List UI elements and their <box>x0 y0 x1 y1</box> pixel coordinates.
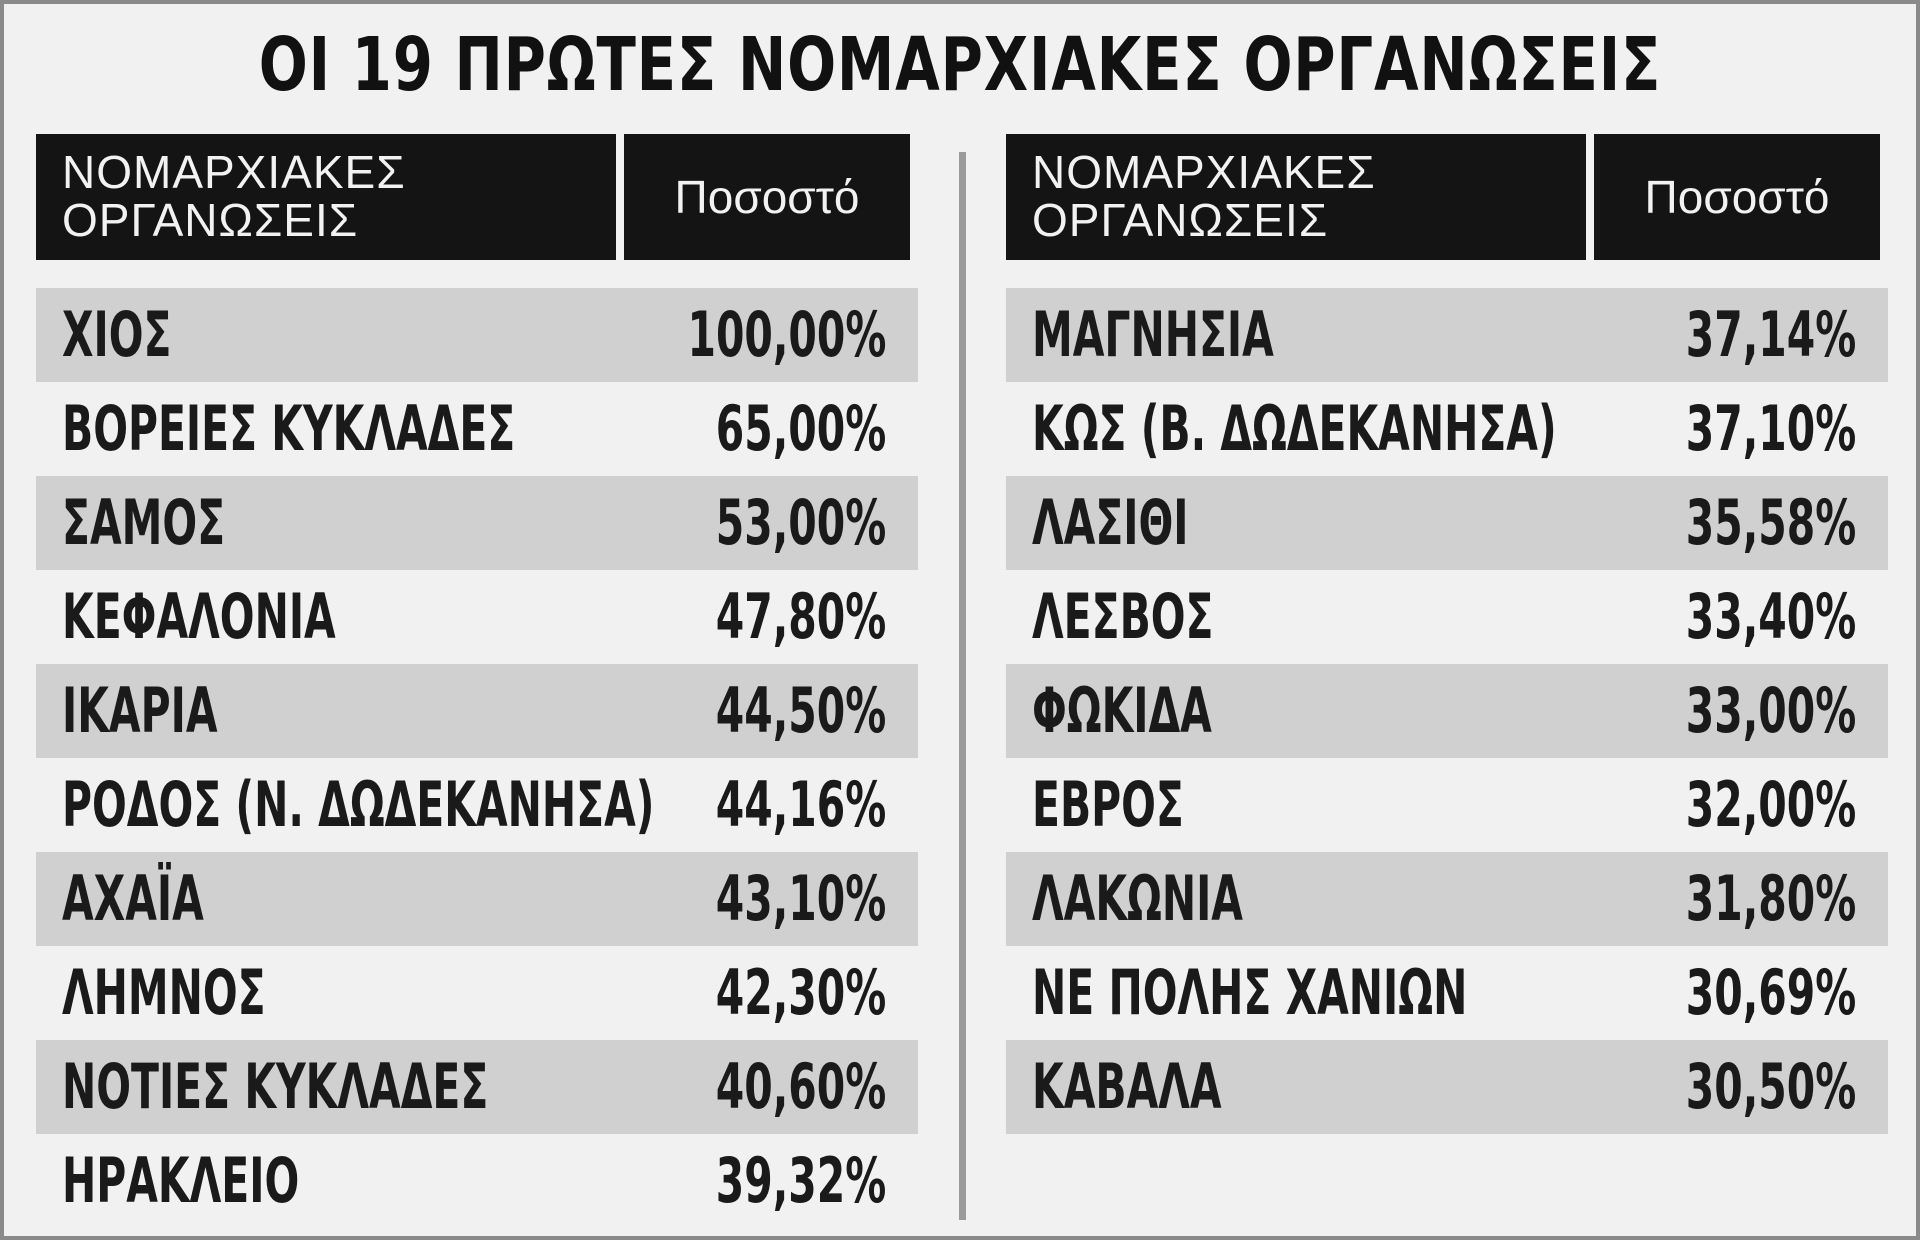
row-percentage: 30,69% <box>1685 956 1856 1029</box>
table-row: ΙΚΑΡΙΑ 44,50% <box>36 664 918 758</box>
row-name: ΝΕ ΠΟΛΗΣ ΧΑΝΙΩΝ <box>1032 956 1468 1029</box>
row-name: ΧΙΟΣ <box>62 298 172 371</box>
right-header-name: ΝΟΜΑΡΧΙΑΚΕΣ ΟΡΓΑΝΩΣΕΙΣ <box>1006 134 1586 260</box>
row-name: ΦΩΚΙΔΑ <box>1032 674 1212 747</box>
column-divider <box>959 152 966 1220</box>
row-percentage: 37,14% <box>1685 298 1856 371</box>
right-header-name-line2: ΟΡΓΑΝΩΣΕΙΣ <box>1032 194 1329 246</box>
table-row: ΛΑΣΙΘΙ 35,58% <box>1006 476 1888 570</box>
table-row: ΛΑΚΩΝΙΑ 31,80% <box>1006 852 1888 946</box>
table-row: ΡΟΔΟΣ (Ν. ΔΩΔΕΚΑΝΗΣΑ) 44,16% <box>36 758 918 852</box>
table-row: ΝΟΤΙΕΣ ΚΥΚΛΑΔΕΣ 40,60% <box>36 1040 918 1134</box>
table-row: ΣΑΜΟΣ 53,00% <box>36 476 918 570</box>
table-row: ΚΩΣ (Β. ΔΩΔΕΚΑΝΗΣΑ) 37,10% <box>1006 382 1888 476</box>
table-row: ΚΑΒΑΛΑ 30,50% <box>1006 1040 1888 1134</box>
row-name: ΜΑΓΝΗΣΙΑ <box>1032 298 1274 371</box>
left-header-name: ΝΟΜΑΡΧΙΑΚΕΣ ΟΡΓΑΝΩΣΕΙΣ <box>36 134 616 260</box>
row-name: ΗΡΑΚΛΕΙΟ <box>62 1144 300 1217</box>
row-name: ΚΩΣ (Β. ΔΩΔΕΚΑΝΗΣΑ) <box>1032 392 1557 465</box>
row-percentage: 44,16% <box>715 768 886 841</box>
right-table-rows: ΜΑΓΝΗΣΙΑ 37,14% ΚΩΣ (Β. ΔΩΔΕΚΑΝΗΣΑ) 37,10% Λ… <box>1006 288 1888 1134</box>
left-header-pct: Ποσοστό <box>624 134 910 260</box>
table-row: ΑΧΑΪΑ 43,10% <box>36 852 918 946</box>
row-percentage: 30,50% <box>1685 1050 1856 1123</box>
row-percentage: 53,00% <box>715 486 886 559</box>
row-name: ΡΟΔΟΣ (Ν. ΔΩΔΕΚΑΝΗΣΑ) <box>62 768 655 841</box>
left-table: ΝΟΜΑΡΧΙΑΚΕΣ ΟΡΓΑΝΩΣΕΙΣ Ποσοστό ΧΙΟΣ 100,0… <box>36 134 918 1228</box>
left-header-name-line2: ΟΡΓΑΝΩΣΕΙΣ <box>62 194 359 246</box>
row-name: ΝΟΤΙΕΣ ΚΥΚΛΑΔΕΣ <box>62 1050 489 1123</box>
table-row: ΛΗΜΝΟΣ 42,30% <box>36 946 918 1040</box>
table-row: ΧΙΟΣ 100,00% <box>36 288 918 382</box>
right-table: ΝΟΜΑΡΧΙΑΚΕΣ ΟΡΓΑΝΩΣΕΙΣ Ποσοστό ΜΑΓΝΗΣΙΑ 3… <box>1006 134 1888 1134</box>
right-header-name-line1: ΝΟΜΑΡΧΙΑΚΕΣ <box>1032 146 1376 198</box>
row-name: ΛΑΣΙΘΙ <box>1032 486 1189 559</box>
row-percentage: 35,58% <box>1685 486 1856 559</box>
row-percentage: 39,32% <box>715 1144 886 1217</box>
table-row: ΜΑΓΝΗΣΙΑ 37,14% <box>1006 288 1888 382</box>
right-table-header: ΝΟΜΑΡΧΙΑΚΕΣ ΟΡΓΑΝΩΣΕΙΣ Ποσοστό <box>1006 134 1888 260</box>
table-row: ΕΒΡΟΣ 32,00% <box>1006 758 1888 852</box>
left-header-name-line1: ΝΟΜΑΡΧΙΑΚΕΣ <box>62 146 406 198</box>
row-name: ΙΚΑΡΙΑ <box>62 674 218 747</box>
row-name: ΛΗΜΝΟΣ <box>62 956 266 1029</box>
table-row: ΝΕ ΠΟΛΗΣ ΧΑΝΙΩΝ 30,69% <box>1006 946 1888 1040</box>
table-row: ΚΕΦΑΛΟΝΙΑ 47,80% <box>36 570 918 664</box>
table-row: ΛΕΣΒΟΣ 33,40% <box>1006 570 1888 664</box>
row-name: ΚΕΦΑΛΟΝΙΑ <box>62 580 336 653</box>
row-percentage: 33,00% <box>1685 674 1856 747</box>
row-name: ΣΑΜΟΣ <box>62 486 226 559</box>
row-name: ΚΑΒΑΛΑ <box>1032 1050 1222 1123</box>
row-percentage: 42,30% <box>715 956 886 1029</box>
row-percentage: 43,10% <box>715 862 886 935</box>
row-name: ΕΒΡΟΣ <box>1032 768 1184 841</box>
row-percentage: 100,00% <box>687 298 886 371</box>
row-name: ΒΟΡΕΙΕΣ ΚΥΚΛΑΔΕΣ <box>62 392 516 465</box>
table-row: ΒΟΡΕΙΕΣ ΚΥΚΛΑΔΕΣ 65,00% <box>36 382 918 476</box>
table-title: ΟΙ 19 ΠΡΩΤΕΣ ΝΟΜΑΡΧΙΑΚΕΣ ΟΡΓΑΝΩΣΕΙΣ <box>258 22 1662 108</box>
right-header-pct: Ποσοστό <box>1594 134 1880 260</box>
left-table-header: ΝΟΜΑΡΧΙΑΚΕΣ ΟΡΓΑΝΩΣΕΙΣ Ποσοστό <box>36 134 918 260</box>
row-percentage: 32,00% <box>1685 768 1856 841</box>
row-percentage: 44,50% <box>715 674 886 747</box>
row-percentage: 33,40% <box>1685 580 1856 653</box>
row-percentage: 31,80% <box>1685 862 1856 935</box>
row-percentage: 47,80% <box>715 580 886 653</box>
left-table-rows: ΧΙΟΣ 100,00% ΒΟΡΕΙΕΣ ΚΥΚΛΑΔΕΣ 65,00% ΣΑΜΟΣ 53… <box>36 288 918 1228</box>
table-row: ΗΡΑΚΛΕΙΟ 39,32% <box>36 1134 918 1228</box>
row-percentage: 40,60% <box>715 1050 886 1123</box>
table-row: ΦΩΚΙΔΑ 33,00% <box>1006 664 1888 758</box>
row-name: ΛΑΚΩΝΙΑ <box>1032 862 1243 935</box>
row-name: ΑΧΑΪΑ <box>62 862 204 935</box>
row-percentage: 37,10% <box>1685 392 1856 465</box>
row-name: ΛΕΣΒΟΣ <box>1032 580 1214 653</box>
row-percentage: 65,00% <box>715 392 886 465</box>
